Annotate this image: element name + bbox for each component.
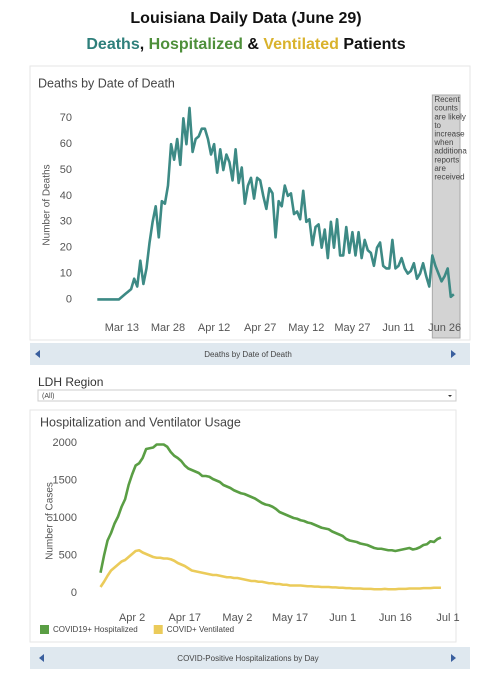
data-line — [99, 443, 442, 574]
subtitle-part: Patients — [343, 36, 405, 53]
y-tick-label: 1500 — [53, 474, 77, 486]
y-tick-label: 0 — [71, 587, 77, 599]
annotation: received — [434, 173, 464, 182]
chart-title: Hospitalization and Ventilator Usage — [40, 415, 241, 429]
subtitle-part: Ventilated — [263, 36, 339, 53]
dropdown-arrow[interactable] — [448, 395, 452, 397]
x-tick-label: May 27 — [334, 322, 370, 334]
y-tick-label: 70 — [60, 112, 72, 124]
x-tick-label: Jun 1 — [329, 612, 356, 624]
annotation: counts — [434, 104, 458, 113]
subtitle-part: , — [140, 36, 144, 53]
annotation: Recent — [434, 95, 460, 104]
panel — [29, 409, 457, 643]
x-tick-label: Mar 13 — [105, 322, 139, 334]
annotation: additiona — [434, 147, 467, 156]
annotation: reports — [434, 155, 459, 164]
shaded-region — [431, 94, 461, 339]
x-tick-label: Jun 26 — [428, 322, 461, 334]
page-subtitle: Deaths, Hospitalized & Ventilated Patien… — [86, 36, 405, 53]
nav-label: Deaths by Date of Death — [204, 350, 292, 359]
legend-swatch — [153, 625, 163, 634]
y-tick-label: 20 — [60, 242, 72, 254]
x-tick-label: Jun 11 — [382, 322, 414, 334]
annotation: are — [434, 164, 446, 173]
legend-label: COVID+ Ventilated — [167, 625, 234, 634]
data-line — [97, 106, 455, 301]
x-tick-label: Apr 12 — [198, 322, 230, 334]
y-tick-label: 0 — [66, 293, 72, 305]
nav-bar — [30, 343, 470, 365]
y-tick-label: 30 — [60, 216, 72, 228]
dropdown[interactable] — [37, 389, 457, 402]
x-tick-label: Jul 1 — [436, 612, 459, 624]
legend-label: COVID19+ Hospitalized — [53, 625, 138, 634]
x-tick-label: Apr 17 — [169, 612, 201, 624]
y-tick-label: 2000 — [53, 437, 77, 449]
nav-prev[interactable] — [35, 350, 40, 358]
panel — [29, 65, 471, 341]
nav-label: COVID-Positive Hospitalizations by Day — [177, 654, 318, 663]
filter-label: LDH Region — [38, 375, 103, 389]
x-tick-label: Apr 27 — [244, 322, 276, 334]
y-tick-label: 10 — [60, 267, 72, 279]
x-tick-label: Mar 28 — [151, 322, 185, 334]
x-tick-label: May 2 — [222, 612, 252, 624]
nav-next[interactable] — [451, 654, 456, 662]
x-tick-label: Jun 16 — [379, 612, 412, 624]
subtitle-part: & — [247, 36, 259, 53]
page-title: Louisiana Daily Data (June 29) — [130, 10, 361, 27]
y-axis-label: Number of Deaths — [42, 164, 53, 245]
data-line — [99, 548, 441, 591]
y-axis-label: Number of Cases — [45, 482, 56, 560]
x-tick-label: May 12 — [288, 322, 324, 334]
y-tick-label: 60 — [60, 138, 72, 150]
dropdown-value: (All) — [42, 393, 54, 400]
y-tick-label: 1000 — [53, 512, 77, 524]
x-tick-label: Apr 2 — [119, 612, 145, 624]
annotation: increase — [434, 130, 465, 139]
annotation: to — [434, 121, 441, 130]
annotation: when — [433, 138, 453, 147]
annotation: are likely — [434, 112, 466, 121]
x-tick-label: May 17 — [272, 612, 308, 624]
nav-prev[interactable] — [39, 654, 44, 662]
subtitle-part: Deaths — [86, 36, 139, 53]
legend-swatch — [40, 625, 49, 634]
y-tick-label: 500 — [59, 549, 77, 561]
y-tick-label: 50 — [60, 164, 72, 176]
y-tick-label: 40 — [60, 190, 72, 202]
nav-bar — [30, 647, 470, 669]
nav-next[interactable] — [451, 350, 456, 358]
chart-title: Deaths by Date of Death — [38, 76, 175, 90]
subtitle-part: Hospitalized — [149, 36, 243, 53]
